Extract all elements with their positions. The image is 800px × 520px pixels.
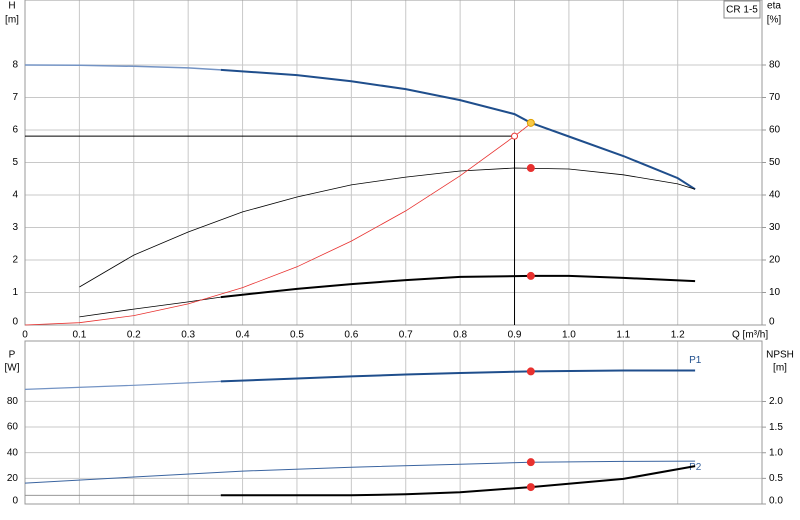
operating-point [526, 164, 535, 173]
y-axis-label: H [8, 1, 15, 12]
y2-axis-label: eta [767, 1, 781, 12]
x-axis-label: Q [m³/h] [732, 330, 768, 341]
y-tick-label: 8 [12, 60, 18, 71]
operating-point [526, 367, 535, 376]
y-axis-label: P [9, 350, 16, 361]
plot-area [25, 341, 762, 504]
y2-tick-label: 1.5 [769, 422, 783, 433]
y-tick-label: 2 [12, 255, 18, 266]
y-tick-label: 5 [12, 157, 18, 168]
x-tick-label: 0.9 [508, 330, 522, 341]
y-tick-label: 3 [12, 222, 18, 233]
curve-label: P1 [689, 355, 702, 366]
x-tick-label: 0.7 [399, 330, 413, 341]
x-tick-label: 0.8 [453, 330, 467, 341]
y-tick-label: 60 [7, 422, 19, 433]
curve [79, 167, 696, 288]
y-axis-unit: [m] [5, 15, 19, 26]
y2-tick-label: 30 [769, 222, 781, 233]
plot-frame [24, 340, 763, 505]
y2-tick-label: 0.0 [769, 496, 783, 507]
y-tick-label: 80 [7, 396, 19, 407]
x-tick-label: 0 [22, 330, 28, 341]
y-tick-label: 4 [12, 190, 18, 201]
curve [24, 64, 221, 71]
operating-point [526, 118, 535, 127]
y2-axis-label: NPSH [766, 350, 794, 361]
operating-point [526, 458, 535, 467]
y2-tick-label: 50 [769, 157, 781, 168]
y-tick-label: 0 [12, 317, 18, 328]
x-tick-label: 0.3 [181, 330, 195, 341]
x-tick-label: 0.1 [72, 330, 86, 341]
y-tick-label: 6 [12, 125, 18, 136]
model-label: CR 1-5 [726, 5, 758, 16]
curve [220, 68, 696, 191]
operating-point [511, 132, 519, 140]
y2-axis-unit: [%] [767, 15, 782, 26]
y2-tick-label: 80 [769, 60, 781, 71]
plot-frame [24, 0, 763, 326]
y2-axis-unit: [m] [773, 363, 787, 374]
curve [24, 380, 221, 390]
y-tick-label: 40 [7, 447, 19, 458]
x-tick-label: 1.2 [671, 330, 685, 341]
x-tick-label: 1.1 [616, 330, 630, 341]
curve [220, 274, 696, 299]
x-tick-label: 0.5 [290, 330, 304, 341]
x-tick-label: 0.4 [236, 330, 250, 341]
y-tick-label: 1 [12, 287, 18, 298]
y-tick-label: 7 [12, 92, 18, 103]
x-tick-label: 0.2 [127, 330, 141, 341]
curve [220, 465, 696, 497]
y-axis-unit: [W] [5, 363, 20, 374]
y2-tick-label: 0 [769, 317, 775, 328]
y2-tick-label: 2.0 [769, 396, 783, 407]
x-tick-label: 0.6 [344, 330, 358, 341]
operating-point [526, 483, 535, 492]
y2-tick-label: 60 [769, 125, 781, 136]
model-box [723, 0, 761, 19]
y-tick-label: 0 [12, 496, 18, 507]
y2-tick-label: 1.0 [769, 447, 783, 458]
curve [220, 369, 696, 383]
y-tick-label: 20 [7, 473, 19, 484]
y2-tick-label: 40 [769, 190, 781, 201]
y2-tick-label: 70 [769, 92, 781, 103]
curve [79, 296, 221, 318]
operating-point [526, 271, 535, 280]
curve [24, 123, 532, 326]
curve [24, 460, 696, 484]
y2-tick-label: 0.5 [769, 473, 783, 484]
y2-tick-label: 20 [769, 255, 781, 266]
curve-label: P2 [689, 462, 702, 473]
y2-tick-label: 10 [769, 287, 781, 298]
x-tick-label: 1.0 [562, 330, 576, 341]
